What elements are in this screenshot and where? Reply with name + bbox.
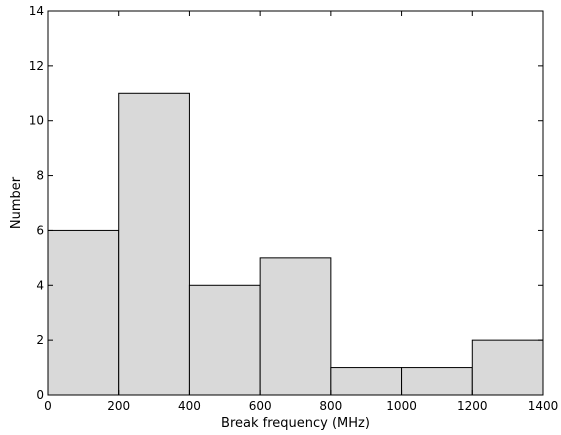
y-axis-ticks: 0 2 4 6 8 10 12 14 xyxy=(29,4,543,402)
histogram-bar xyxy=(401,367,473,396)
y-tick-label: 14 xyxy=(29,4,44,18)
x-tick-label: 1400 xyxy=(528,399,559,413)
y-tick-label: 4 xyxy=(36,278,44,292)
x-tick-label: 1000 xyxy=(386,399,417,413)
x-axis-ticks: 0 200 400 600 800 1000 1200 1400 xyxy=(44,11,558,413)
y-tick-label: 12 xyxy=(29,59,44,73)
x-tick-label: 400 xyxy=(178,399,201,413)
x-tick-label: 0 xyxy=(44,399,52,413)
histogram-bar xyxy=(471,339,544,396)
x-axis-label: Break frequency (MHz) xyxy=(221,416,370,431)
x-tick-label: 200 xyxy=(107,399,130,413)
histogram-bar xyxy=(188,284,261,396)
plot-frame xyxy=(47,10,544,396)
y-tick-label: 0 xyxy=(36,388,44,402)
y-axis-label: Number xyxy=(9,176,24,229)
y-tick-label: 8 xyxy=(36,169,44,183)
histogram-bar xyxy=(330,367,403,396)
histogram-bars xyxy=(47,92,544,396)
y-tick-label: 10 xyxy=(29,114,44,128)
histogram-bar xyxy=(259,257,332,396)
x-tick-label: 600 xyxy=(249,399,272,413)
histogram-bar xyxy=(47,229,120,396)
y-tick-label: 6 xyxy=(36,223,44,237)
histogram-bar xyxy=(118,92,190,396)
y-tick-label: 2 xyxy=(36,333,44,347)
x-tick-label: 1200 xyxy=(457,399,488,413)
x-tick-label: 800 xyxy=(319,399,342,413)
